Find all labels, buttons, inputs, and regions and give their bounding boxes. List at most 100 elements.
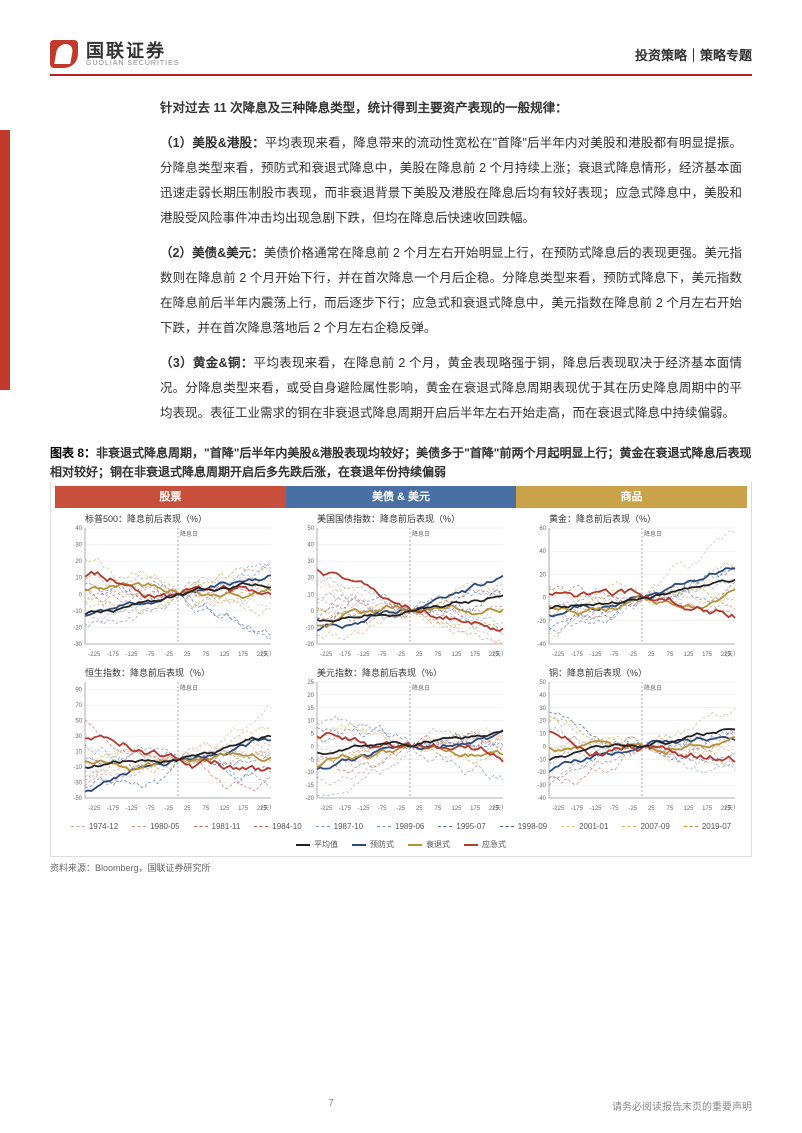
svg-text:0: 0 — [79, 593, 83, 599]
svg-text:0: 0 — [311, 745, 315, 751]
page-header: 国联证券 GUOLIAN SECURITIES 投资策略｜策略专题 — [50, 40, 752, 76]
svg-text:20: 20 — [307, 693, 314, 699]
svg-text:-30: -30 — [537, 783, 546, 789]
svg-text:5: 5 — [311, 732, 315, 738]
chart-legend: 1974-121980-051981-111984-101987-101989-… — [55, 816, 747, 852]
svg-text:30: 30 — [307, 560, 314, 566]
svg-text:标普500：降息前后表现（%）: 标普500：降息前后表现（%） — [85, 513, 207, 524]
svg-text:-25: -25 — [628, 806, 637, 812]
svg-text:10: 10 — [75, 750, 82, 756]
svg-text:（天）: （天） — [721, 805, 739, 812]
svg-text:-40: -40 — [537, 642, 546, 648]
footer-disclaimer: 请务必阅读报告末页的重要声明 — [612, 1098, 752, 1113]
svg-text:25: 25 — [416, 652, 423, 658]
svg-text:25: 25 — [416, 806, 423, 812]
paragraph-1: （1）美股&港股：平均表现来看，降息带来的流动性宽松在"首降"后半年内对美股和港… — [160, 131, 742, 231]
svg-text:降息日: 降息日 — [412, 530, 430, 538]
svg-text:（天）: （天） — [489, 805, 507, 812]
svg-text:（天）: （天） — [257, 805, 275, 812]
svg-text:0: 0 — [543, 596, 547, 602]
svg-text:降息日: 降息日 — [412, 684, 430, 692]
paragraph-2: （2）美债&美元：美债价格通常在降息前 2 个月左右开始明显上行，在预防式降息后… — [160, 241, 742, 341]
tab-commodities: 商品 — [516, 486, 747, 508]
svg-text:0: 0 — [311, 609, 315, 615]
page-number: 7 — [328, 1098, 334, 1113]
svg-text:（天）: （天） — [721, 651, 739, 658]
svg-text:-25: -25 — [396, 652, 405, 658]
figure-source: 资料来源：Bloomberg，国联证券研究所 — [50, 861, 752, 874]
chart-panel-5: -40-30-20-1001020304050-225-175-125-75-2… — [519, 666, 747, 816]
svg-text:175: 175 — [702, 652, 713, 658]
body-text: 针对过去 11 次降息及三种降息类型，统计得到主要资产表现的一般规律： （1）美… — [160, 96, 742, 426]
svg-text:75: 75 — [667, 806, 674, 812]
svg-text:-30: -30 — [73, 642, 82, 648]
p1-label: （1）美股&港股： — [160, 136, 265, 150]
svg-text:-175: -175 — [571, 652, 584, 658]
svg-text:降息日: 降息日 — [644, 684, 662, 692]
svg-text:75: 75 — [435, 806, 442, 812]
svg-text:-20: -20 — [73, 626, 82, 632]
svg-text:50: 50 — [539, 680, 546, 686]
svg-text:90: 90 — [75, 688, 82, 694]
svg-text:-175: -175 — [339, 652, 352, 658]
logo-text-cn: 国联证券 — [86, 42, 179, 60]
legend-cycle-2019-07: 2019-07 — [684, 822, 731, 831]
svg-text:-125: -125 — [125, 652, 138, 658]
legend-cycle-1998-09: 1998-09 — [500, 822, 547, 831]
svg-text:-25: -25 — [164, 652, 173, 658]
svg-text:-75: -75 — [146, 806, 155, 812]
svg-text:-225: -225 — [88, 806, 101, 812]
svg-text:125: 125 — [683, 806, 694, 812]
svg-text:175: 175 — [470, 652, 481, 658]
svg-text:-75: -75 — [378, 806, 387, 812]
svg-text:-10: -10 — [305, 626, 314, 632]
paragraph-3: （3）黄金&铜：平均表现来看，在降息前 2 个月，黄金表现略强于铜，降息后表现取… — [160, 351, 742, 426]
svg-text:40: 40 — [307, 543, 314, 549]
chart-block: 股票 美债 & 美元 商品 -30-20-10010203040-225-175… — [50, 482, 752, 857]
chart-panel-3: -50-30-101030507090-225-175-125-75-25257… — [55, 666, 283, 816]
svg-text:175: 175 — [470, 806, 481, 812]
figure-caption: 图表 8：非衰退式降息周期，"首降"后半年内美股&港股表现均较好；美债多于"首降… — [50, 444, 752, 482]
svg-text:-10: -10 — [305, 771, 314, 777]
legend-cycle-1984-10: 1984-10 — [254, 822, 301, 831]
svg-text:25: 25 — [184, 806, 191, 812]
legend-cycle-2001-01: 2001-01 — [561, 822, 608, 831]
svg-text:黄金：降息前后表现（%）: 黄金：降息前后表现（%） — [549, 513, 656, 524]
legend-type-emergency: 应急式 — [464, 839, 506, 850]
svg-text:-75: -75 — [610, 652, 619, 658]
svg-text:25: 25 — [307, 680, 314, 686]
chart-panel-1: -20-1001020304050-225-175-125-75-2525751… — [287, 512, 515, 662]
svg-text:-175: -175 — [107, 806, 120, 812]
svg-text:恒生指数：降息前后表现（%）: 恒生指数：降息前后表现（%） — [85, 667, 210, 678]
svg-text:-225: -225 — [552, 652, 565, 658]
logo-text-en: GUOLIAN SECURITIES — [86, 60, 179, 67]
svg-text:50: 50 — [75, 719, 82, 725]
figure-number: 图表 8： — [50, 446, 96, 460]
legend-type-recession: 衰退式 — [408, 839, 450, 850]
tab-bonds: 美债 & 美元 — [286, 486, 517, 508]
svg-text:70: 70 — [75, 704, 82, 710]
svg-text:-175: -175 — [339, 806, 352, 812]
legend-type-mean: 平均值 — [296, 839, 338, 850]
page-footer: 7 请务必阅读报告末页的重要声明 — [50, 1098, 752, 1113]
svg-text:25: 25 — [648, 652, 655, 658]
svg-text:125: 125 — [683, 652, 694, 658]
svg-text:175: 175 — [238, 652, 249, 658]
svg-text:125: 125 — [219, 806, 230, 812]
svg-text:-125: -125 — [589, 652, 602, 658]
lead-sentence: 针对过去 11 次降息及三种降息类型，统计得到主要资产表现的一般规律： — [160, 96, 742, 121]
svg-text:降息日: 降息日 — [180, 530, 198, 538]
svg-text:-75: -75 — [146, 652, 155, 658]
svg-text:75: 75 — [203, 806, 210, 812]
svg-text:降息日: 降息日 — [644, 530, 662, 538]
svg-text:-25: -25 — [628, 652, 637, 658]
svg-text:40: 40 — [539, 550, 546, 556]
figure-caption-text: 非衰退式降息周期，"首降"后半年内美股&港股表现均较好；美债多于"首降"前两个月… — [50, 446, 751, 479]
svg-text:-75: -75 — [610, 806, 619, 812]
svg-text:0: 0 — [543, 745, 547, 751]
svg-text:-125: -125 — [125, 806, 138, 812]
svg-text:-225: -225 — [320, 806, 333, 812]
svg-text:-40: -40 — [537, 796, 546, 802]
legend-cycle-1980-05: 1980-05 — [132, 822, 179, 831]
svg-text:-225: -225 — [552, 806, 565, 812]
